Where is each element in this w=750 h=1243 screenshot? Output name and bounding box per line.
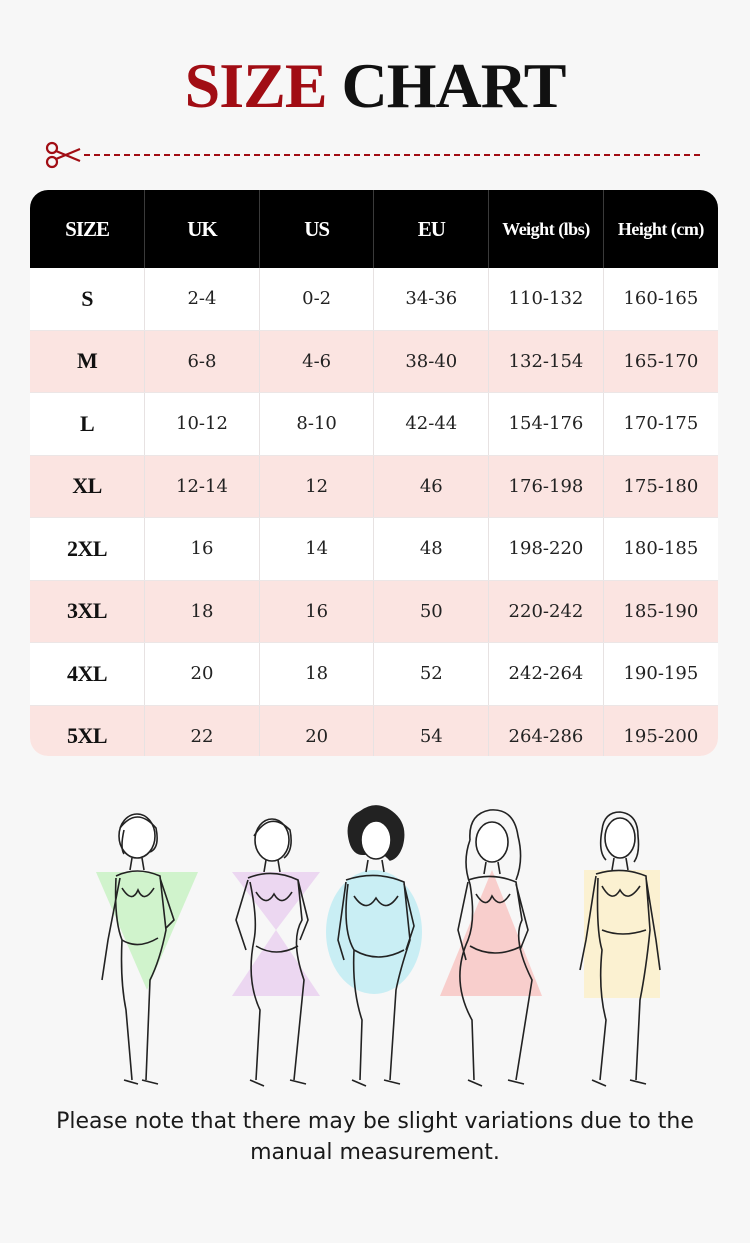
uk-cell: 22 xyxy=(144,705,260,756)
table-row: 4XL 20 18 52 242-264 190-195 xyxy=(30,642,718,706)
size-cell: 3XL xyxy=(30,580,146,643)
weight-cell: 132-154 xyxy=(488,330,604,393)
height-cell: 185-190 xyxy=(603,580,718,643)
us-cell: 4-6 xyxy=(259,330,375,393)
height-cell: 175-180 xyxy=(603,455,718,518)
weight-cell: 110-132 xyxy=(488,268,604,331)
woman-figure-2 xyxy=(235,818,309,1087)
eu-cell: 38-40 xyxy=(373,330,490,393)
table-row: M 6-8 4-6 38-40 132-154 165-170 xyxy=(30,330,718,393)
uk-cell: 16 xyxy=(144,517,260,581)
height-cell: 160-165 xyxy=(603,268,718,331)
height-cell: 190-195 xyxy=(603,642,718,706)
eu-cell: 50 xyxy=(373,580,490,643)
weight-cell: 154-176 xyxy=(488,392,604,456)
body-shapes-illustration xyxy=(96,805,661,1087)
size-cell: XL xyxy=(30,455,146,518)
table-row: S 2-4 0-2 34-36 110-132 160-165 xyxy=(30,268,718,331)
header-height: Height (cm) xyxy=(603,190,718,268)
scissors-icon xyxy=(45,141,81,169)
shape-hourglass xyxy=(232,872,320,996)
body-shape-rectangle xyxy=(579,811,661,1087)
height-cell: 195-200 xyxy=(603,705,718,756)
shape-inverted-triangle xyxy=(96,872,198,990)
header-uk: UK xyxy=(144,190,260,268)
us-cell: 20 xyxy=(259,705,375,756)
eu-cell: 42-44 xyxy=(373,392,490,456)
weight-cell: 198-220 xyxy=(488,517,604,581)
woman-figure-5 xyxy=(579,811,661,1087)
eu-cell: 48 xyxy=(373,517,490,581)
weight-cell: 176-198 xyxy=(488,455,604,518)
eu-cell: 34-36 xyxy=(373,268,490,331)
uk-cell: 18 xyxy=(144,580,260,643)
us-cell: 0-2 xyxy=(259,268,375,331)
cut-line xyxy=(45,141,700,169)
body-shape-pear xyxy=(440,809,542,1087)
size-table: SIZE UK US EU Weight (lbs) Height (cm) S… xyxy=(30,190,718,756)
page-title: SIZE CHART xyxy=(0,48,750,124)
woman-figure-1 xyxy=(101,813,175,1085)
size-cell: L xyxy=(30,392,146,456)
body-shape-hourglass xyxy=(232,818,320,1087)
us-cell: 8-10 xyxy=(259,392,375,456)
eu-cell: 46 xyxy=(373,455,490,518)
size-cell: 4XL xyxy=(30,642,146,706)
body-shape-inverted-triangle xyxy=(96,813,198,1085)
uk-cell: 20 xyxy=(144,642,260,706)
header-size: SIZE xyxy=(30,190,146,268)
woman-figure-3 xyxy=(337,805,415,1087)
us-cell: 16 xyxy=(259,580,375,643)
us-cell: 18 xyxy=(259,642,375,706)
table-row: 5XL 22 20 54 264-286 195-200 xyxy=(30,705,718,756)
title-chart: CHART xyxy=(341,50,567,121)
header-us: US xyxy=(259,190,375,268)
shape-apple xyxy=(326,870,422,994)
eu-cell: 52 xyxy=(373,642,490,706)
table-row: L 10-12 8-10 42-44 154-176 170-175 xyxy=(30,392,718,456)
measurement-note: Please note that there may be slight var… xyxy=(56,1109,694,1165)
body-shape-apple xyxy=(326,805,422,1087)
header-eu: EU xyxy=(373,190,490,268)
height-cell: 180-185 xyxy=(603,517,718,581)
woman-figure-4 xyxy=(457,809,533,1087)
size-cell: M xyxy=(30,330,146,393)
table-row: XL 12-14 12 46 176-198 175-180 xyxy=(30,455,718,518)
uk-cell: 2-4 xyxy=(144,268,260,331)
table-header-row: SIZE UK US EU Weight (lbs) Height (cm) xyxy=(30,190,718,268)
uk-cell: 10-12 xyxy=(144,392,260,456)
title-size: SIZE xyxy=(184,50,328,121)
table-row: 3XL 18 16 50 220-242 185-190 xyxy=(30,580,718,643)
size-cell: 2XL xyxy=(30,517,146,581)
weight-cell: 264-286 xyxy=(488,705,604,756)
uk-cell: 12-14 xyxy=(144,455,260,518)
size-cell: 5XL xyxy=(30,705,146,756)
height-cell: 165-170 xyxy=(603,330,718,393)
weight-cell: 242-264 xyxy=(488,642,604,706)
shape-pear xyxy=(440,870,542,996)
table-row: 2XL 16 14 48 198-220 180-185 xyxy=(30,517,718,581)
us-cell: 12 xyxy=(259,455,375,518)
height-cell: 170-175 xyxy=(603,392,718,456)
eu-cell: 54 xyxy=(373,705,490,756)
uk-cell: 6-8 xyxy=(144,330,260,393)
us-cell: 14 xyxy=(259,517,375,581)
header-weight: Weight (lbs) xyxy=(488,190,604,268)
size-cell: S xyxy=(30,268,146,331)
weight-cell: 220-242 xyxy=(488,580,604,643)
